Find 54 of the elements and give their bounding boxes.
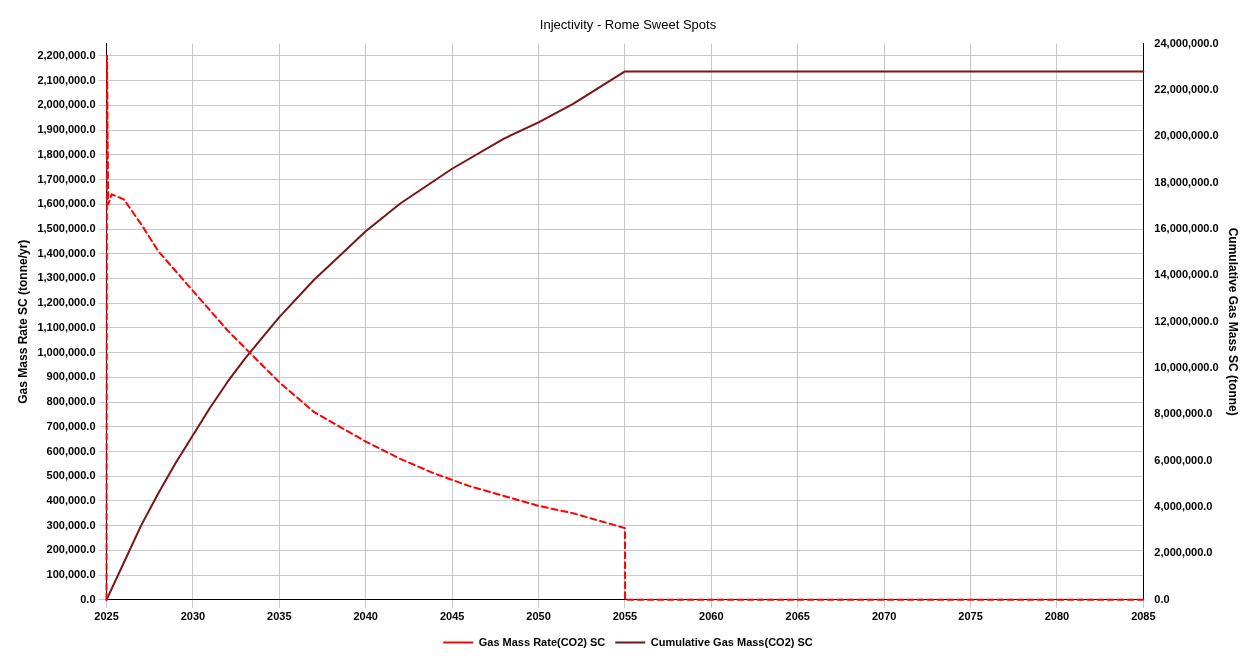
y-tick-label: 400,000.0 (46, 493, 96, 506)
y-tick-label: 1,900,000.0 (37, 123, 96, 136)
y-tick-label: 1,700,000.0 (37, 172, 96, 185)
y2-tick-label: 4,000,000.0 (1154, 500, 1213, 513)
y2-tick-label: 24,000,000.0 (1154, 36, 1219, 49)
x-tick-label: 2060 (699, 610, 724, 623)
y-tick-label: 700,000.0 (46, 419, 96, 432)
x-tick-label: 2050 (526, 610, 551, 623)
y-tick-label: 300,000.0 (46, 518, 96, 531)
x-tick-label: 2070 (871, 610, 897, 623)
y-tick-label: 1,100,000.0 (37, 320, 96, 333)
y-tick-label: 100,000.0 (46, 568, 96, 581)
x-tick-label: 2025 (94, 610, 119, 623)
y-tick-label: 900,000.0 (46, 370, 96, 383)
y2-tick-label: 22,000,000.0 (1154, 82, 1219, 95)
y2-axis-title: Cumulative Gas Mass SC (tonne) (1226, 227, 1241, 416)
y-tick-label: 600,000.0 (46, 444, 96, 457)
y2-tick-label: 20,000,000.0 (1154, 129, 1219, 142)
y-tick-label: 2,200,000.0 (37, 48, 96, 61)
x-tick-label: 2065 (785, 610, 810, 623)
x-tick-label: 2080 (1044, 610, 1070, 623)
x-tick-label: 2045 (439, 610, 465, 623)
y-tick-label: 1,800,000.0 (37, 147, 96, 160)
y-tick-label: 0.0 (80, 592, 96, 605)
x-tick-label: 2040 (353, 610, 378, 623)
y2-tick-label: 12,000,000.0 (1154, 314, 1219, 327)
x-tick-label: 2030 (180, 610, 206, 623)
x-tick-label: 2075 (958, 610, 983, 623)
y-tick-label: 200,000.0 (46, 543, 96, 556)
legend-label: Gas Mass Rate(CO2) SC (478, 635, 606, 648)
y2-tick-label: 16,000,000.0 (1154, 222, 1219, 235)
x-tick-label: 2055 (612, 610, 638, 623)
y2-tick-label: 14,000,000.0 (1154, 268, 1219, 281)
y-tick-label: 1,500,000.0 (37, 222, 96, 235)
y-tick-label: 2,000,000.0 (37, 98, 96, 111)
y-tick-label: 1,600,000.0 (37, 197, 96, 210)
y-tick-label: 1,400,000.0 (37, 246, 96, 259)
y2-tick-label: 6,000,000.0 (1154, 453, 1213, 466)
y-tick-label: 1,300,000.0 (37, 271, 96, 284)
x-tick-label: 2085 (1131, 610, 1156, 623)
y-tick-label: 2,100,000.0 (37, 73, 96, 86)
y2-tick-label: 18,000,000.0 (1154, 175, 1219, 188)
legend-label: Cumulative Gas Mass(CO2) SC (650, 635, 813, 648)
y-tick-label: 800,000.0 (46, 395, 96, 408)
y2-tick-label: 2,000,000.0 (1154, 546, 1213, 559)
y-axis-title: Gas Mass Rate SC (tonne/yr) (15, 239, 30, 404)
y-tick-label: 1,200,000.0 (37, 296, 96, 309)
y2-tick-label: 8,000,000.0 (1154, 407, 1213, 420)
y-tick-label: 1,000,000.0 (37, 345, 96, 358)
y2-tick-label: 10,000,000.0 (1154, 361, 1219, 374)
y2-tick-label: 0.0 (1154, 592, 1170, 605)
y-tick-label: 500,000.0 (46, 469, 96, 482)
chart-title: Injectivity - Rome Sweet Spots (539, 17, 717, 33)
x-tick-label: 2035 (267, 610, 292, 623)
